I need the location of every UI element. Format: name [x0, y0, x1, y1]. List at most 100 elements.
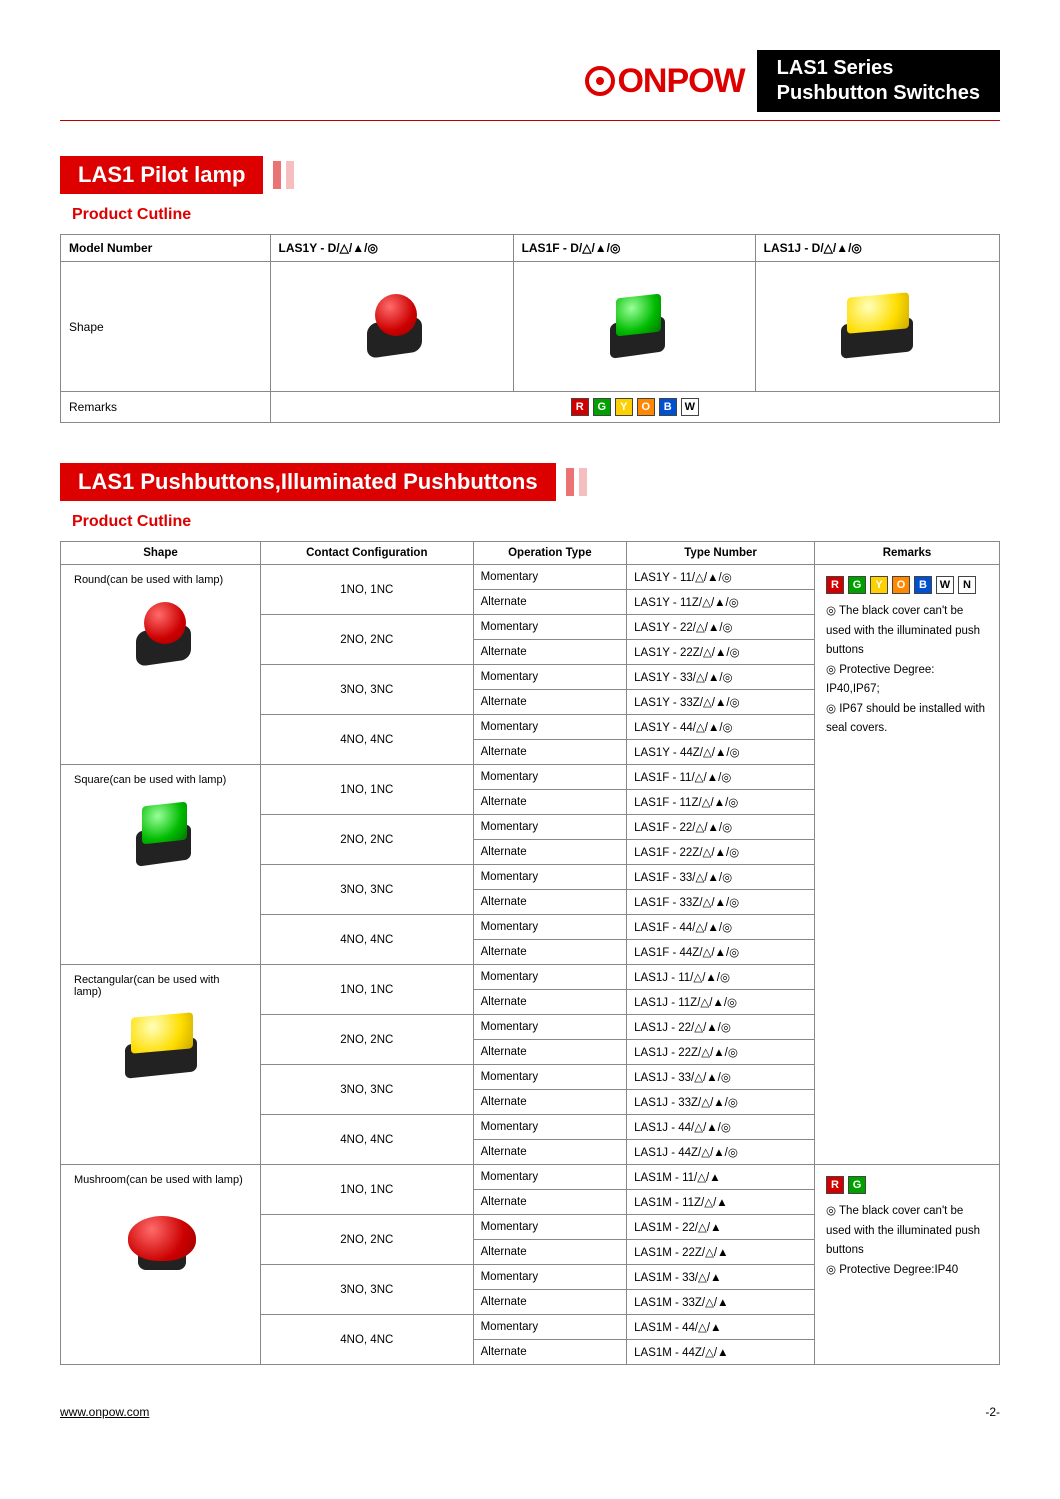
section1-decor: [273, 161, 299, 189]
page-footer: www.onpow.com -2-: [60, 1405, 1000, 1419]
operation-type: Momentary: [473, 615, 627, 640]
color-badge-O: O: [892, 576, 910, 594]
shape-cell-1: [513, 262, 755, 392]
operation-type: Alternate: [473, 840, 627, 865]
color-badge-G: G: [593, 398, 611, 416]
pilot-lamp-table: Model NumberLAS1Y - D/△/▲/◎LAS1F - D/△/▲…: [60, 234, 1000, 423]
type-number: LAS1F - 11/△/▲/◎: [627, 765, 815, 790]
contact-config: 3NO, 3NC: [261, 1065, 474, 1115]
type-number: LAS1M - 44Z/△/▲: [627, 1340, 815, 1365]
type-number: LAS1Y - 22Z/△/▲/◎: [627, 640, 815, 665]
shape-label: Mushroom(can be used with lamp): [68, 1170, 253, 1190]
shape-cell-2: [755, 262, 999, 392]
color-badge-Y: Y: [870, 576, 888, 594]
contact-config: 4NO, 4NC: [261, 1315, 474, 1365]
operation-type: Momentary: [473, 865, 627, 890]
type-number: LAS1J - 33Z/△/▲/◎: [627, 1090, 815, 1115]
contact-config: 1NO, 1NC: [261, 565, 474, 615]
remarks-line: Protective Degree: IP40,IP67;: [826, 661, 988, 700]
color-badge-R: R: [826, 1176, 844, 1194]
s2-col-1: Contact Configuration: [261, 542, 474, 565]
section2-decor: [566, 468, 592, 496]
type-number: LAS1Y - 44/△/▲/◎: [627, 715, 815, 740]
footer-url[interactable]: www.onpow.com: [60, 1405, 149, 1419]
type-number: LAS1Y - 44Z/△/▲/◎: [627, 740, 815, 765]
type-number: LAS1M - 11/△/▲: [627, 1165, 815, 1190]
product-rect-icon: [827, 290, 927, 360]
color-badge-O: O: [637, 398, 655, 416]
operation-type: Alternate: [473, 1190, 627, 1215]
operation-type: Momentary: [473, 765, 627, 790]
type-number: LAS1F - 11Z/△/▲/◎: [627, 790, 815, 815]
contact-config: 1NO, 1NC: [261, 1165, 474, 1215]
operation-type: Alternate: [473, 890, 627, 915]
color-badges: RGYOBWN: [826, 576, 988, 594]
contact-config: 1NO, 1NC: [261, 765, 474, 815]
remarks-block-0: RGYOBWN The black cover can't be used wit…: [815, 565, 1000, 1165]
color-badge-G: G: [848, 576, 866, 594]
operation-type: Alternate: [473, 940, 627, 965]
type-number: LAS1M - 22Z/△/▲: [627, 1240, 815, 1265]
shape-group-3: Mushroom(can be used with lamp): [61, 1165, 261, 1365]
color-badge-B: B: [914, 576, 932, 594]
color-badges: RG: [826, 1176, 988, 1194]
type-number: LAS1M - 11Z/△/▲: [627, 1190, 815, 1215]
type-number: LAS1J - 22/△/▲/◎: [627, 1015, 815, 1040]
operation-type: Momentary: [473, 1265, 627, 1290]
operation-type: Momentary: [473, 915, 627, 940]
contact-config: 1NO, 1NC: [261, 965, 474, 1015]
operation-type: Momentary: [473, 715, 627, 740]
type-number: LAS1F - 22/△/▲/◎: [627, 815, 815, 840]
operation-type: Alternate: [473, 1340, 627, 1365]
contact-config: 4NO, 4NC: [261, 1115, 474, 1165]
type-number: LAS1Y - 33/△/▲/◎: [627, 665, 815, 690]
type-number: LAS1M - 33Z/△/▲: [627, 1290, 815, 1315]
operation-type: Momentary: [473, 1065, 627, 1090]
type-number: LAS1J - 11Z/△/▲/◎: [627, 990, 815, 1015]
contact-config: 2NO, 2NC: [261, 1015, 474, 1065]
shape-group-1: Square(can be used with lamp): [61, 765, 261, 965]
product-rect-icon: [111, 1010, 211, 1080]
type-number: LAS1J - 33/△/▲/◎: [627, 1065, 815, 1090]
remarks-line: The black cover can't be used with the i…: [826, 1202, 988, 1261]
type-number: LAS1Y - 22/△/▲/◎: [627, 615, 815, 640]
shape-label: Round(can be used with lamp): [68, 570, 253, 590]
type-number: LAS1J - 22Z/△/▲/◎: [627, 1040, 815, 1065]
section1-subheading: Product Cutline: [72, 206, 1000, 224]
table-row: Mushroom(can be used with lamp)1NO, 1NCM…: [61, 1165, 1000, 1190]
operation-type: Alternate: [473, 690, 627, 715]
operation-type: Momentary: [473, 1115, 627, 1140]
product-square-icon: [592, 290, 677, 360]
operation-type: Alternate: [473, 1290, 627, 1315]
operation-type: Alternate: [473, 640, 627, 665]
contact-config: 3NO, 3NC: [261, 665, 474, 715]
remarks-line: The black cover can't be used with the i…: [826, 602, 988, 661]
operation-type: Alternate: [473, 1040, 627, 1065]
type-number: LAS1J - 11/△/▲/◎: [627, 965, 815, 990]
product-square-icon: [118, 798, 203, 868]
col-shape: Shape: [61, 262, 271, 392]
color-badge-G: G: [848, 1176, 866, 1194]
product-round-icon: [118, 598, 203, 668]
section1-title: LAS1 Pilot lamp: [60, 156, 263, 194]
type-number: LAS1J - 44/△/▲/◎: [627, 1115, 815, 1140]
type-number: LAS1M - 22/△/▲: [627, 1215, 815, 1240]
operation-type: Momentary: [473, 1215, 627, 1240]
type-number: LAS1M - 33/△/▲: [627, 1265, 815, 1290]
header-line2: Pushbutton Switches: [777, 81, 980, 106]
contact-config: 3NO, 3NC: [261, 1265, 474, 1315]
operation-type: Alternate: [473, 590, 627, 615]
s2-col-2: Operation Type: [473, 542, 627, 565]
operation-type: Momentary: [473, 965, 627, 990]
col-model-number: Model Number: [61, 235, 271, 262]
color-badge-W: W: [681, 398, 699, 416]
pushbutton-table: ShapeContact ConfigurationOperation Type…: [60, 541, 1000, 1365]
type-number: LAS1F - 44/△/▲/◎: [627, 915, 815, 940]
model-number-2: LAS1J - D/△/▲/◎: [755, 235, 999, 262]
contact-config: 2NO, 2NC: [261, 815, 474, 865]
operation-type: Alternate: [473, 790, 627, 815]
shape-group-2: Rectangular(can be used with lamp): [61, 965, 261, 1165]
operation-type: Momentary: [473, 815, 627, 840]
type-number: LAS1F - 44Z/△/▲/◎: [627, 940, 815, 965]
section2-title-row: LAS1 Pushbuttons,Illuminated Pushbuttons: [60, 463, 1000, 501]
